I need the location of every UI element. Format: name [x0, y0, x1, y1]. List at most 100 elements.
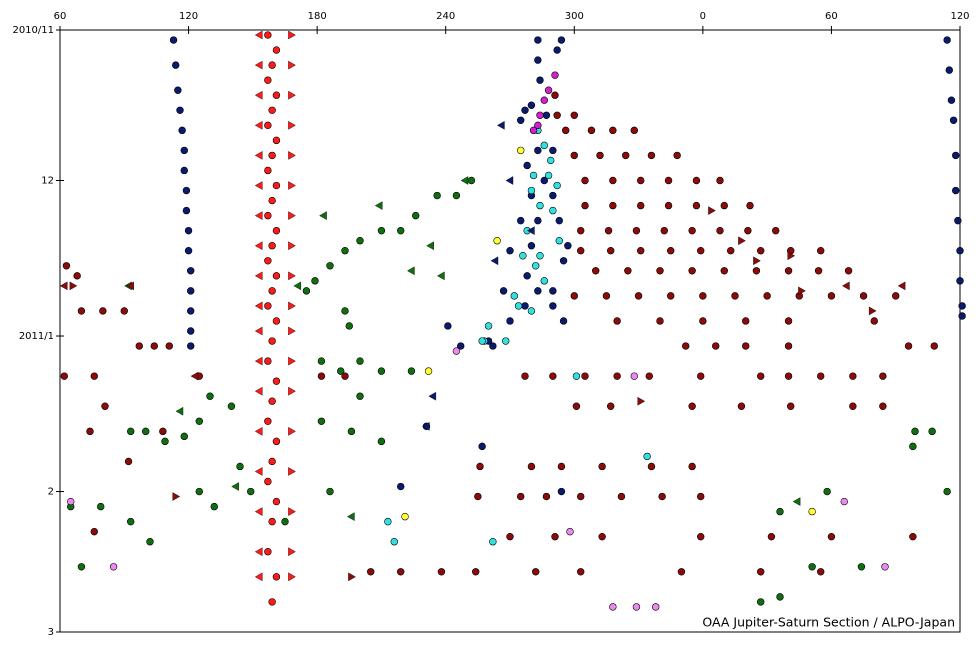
point — [182, 186, 191, 195]
point — [534, 216, 542, 225]
point — [397, 482, 405, 491]
point — [184, 247, 193, 255]
point — [744, 226, 752, 235]
point-triangle-left — [422, 421, 430, 431]
point-triangle-right — [738, 236, 746, 246]
point — [742, 342, 750, 350]
point — [474, 492, 482, 501]
point — [817, 568, 825, 576]
point — [746, 201, 754, 210]
point — [521, 302, 529, 310]
point — [637, 247, 645, 255]
point — [559, 257, 568, 265]
point-triangle-left — [319, 211, 327, 220]
point-triangle-right — [288, 181, 296, 190]
point-triangle-left — [897, 281, 906, 291]
point — [161, 437, 169, 446]
point — [624, 267, 632, 275]
point — [268, 517, 276, 526]
point — [727, 247, 735, 255]
point — [493, 237, 501, 245]
point — [566, 527, 574, 536]
point — [407, 367, 416, 375]
point — [377, 437, 386, 446]
point-triangle-left — [231, 482, 239, 491]
point — [514, 302, 523, 310]
point — [542, 111, 551, 119]
point — [97, 502, 105, 511]
point-triangle-left — [126, 281, 134, 291]
point — [311, 277, 319, 285]
point-triangle-left — [254, 326, 263, 336]
point — [506, 317, 514, 325]
point — [169, 36, 178, 44]
point — [598, 532, 606, 541]
point — [62, 262, 71, 270]
point — [632, 226, 641, 235]
point-triangle-left — [254, 120, 263, 130]
point — [547, 156, 555, 165]
point-triangle-left — [254, 211, 263, 220]
point — [77, 563, 86, 571]
point — [647, 151, 656, 160]
point — [146, 537, 154, 546]
point — [67, 497, 75, 506]
point-triangle-right — [868, 306, 877, 316]
point-triangle-right — [288, 572, 296, 582]
point — [317, 372, 326, 380]
point — [60, 372, 68, 380]
point — [688, 462, 696, 471]
point — [716, 226, 724, 235]
point — [577, 247, 585, 255]
point — [682, 342, 690, 350]
point — [506, 247, 514, 255]
point — [247, 487, 255, 496]
point — [564, 242, 572, 250]
point — [557, 487, 566, 496]
point — [598, 462, 606, 471]
point — [667, 247, 675, 255]
point — [195, 417, 203, 425]
x-tick-label: 180 — [308, 11, 327, 22]
point — [607, 247, 615, 255]
point — [109, 563, 118, 571]
point — [180, 166, 188, 175]
point — [424, 367, 433, 375]
point — [660, 226, 668, 235]
point-triangle-left — [254, 271, 263, 281]
point — [559, 317, 568, 325]
point — [570, 111, 578, 119]
point — [326, 262, 334, 270]
point — [124, 457, 133, 466]
point — [817, 247, 825, 255]
point — [870, 317, 878, 325]
point — [784, 372, 793, 380]
point — [549, 146, 557, 155]
point — [527, 101, 536, 109]
point — [553, 111, 561, 119]
point — [673, 151, 681, 160]
point-triangle-right — [288, 426, 296, 436]
point — [268, 106, 276, 114]
point — [540, 96, 548, 104]
point-triangle-right — [288, 90, 296, 100]
point — [523, 272, 531, 280]
point — [264, 417, 272, 425]
point-triangle-right — [288, 151, 296, 160]
point — [572, 372, 581, 380]
point — [607, 402, 615, 410]
point — [532, 568, 540, 576]
point-triangle-left — [254, 30, 263, 40]
point — [317, 417, 326, 425]
point — [536, 252, 544, 260]
point — [272, 91, 281, 99]
point — [532, 262, 540, 270]
point-triangle-left — [490, 256, 499, 266]
point — [540, 141, 548, 150]
point-triangle-left — [254, 507, 263, 516]
point-triangle-right — [288, 467, 296, 476]
point — [317, 357, 326, 365]
point — [787, 402, 795, 410]
point — [776, 507, 784, 516]
point — [99, 307, 107, 315]
